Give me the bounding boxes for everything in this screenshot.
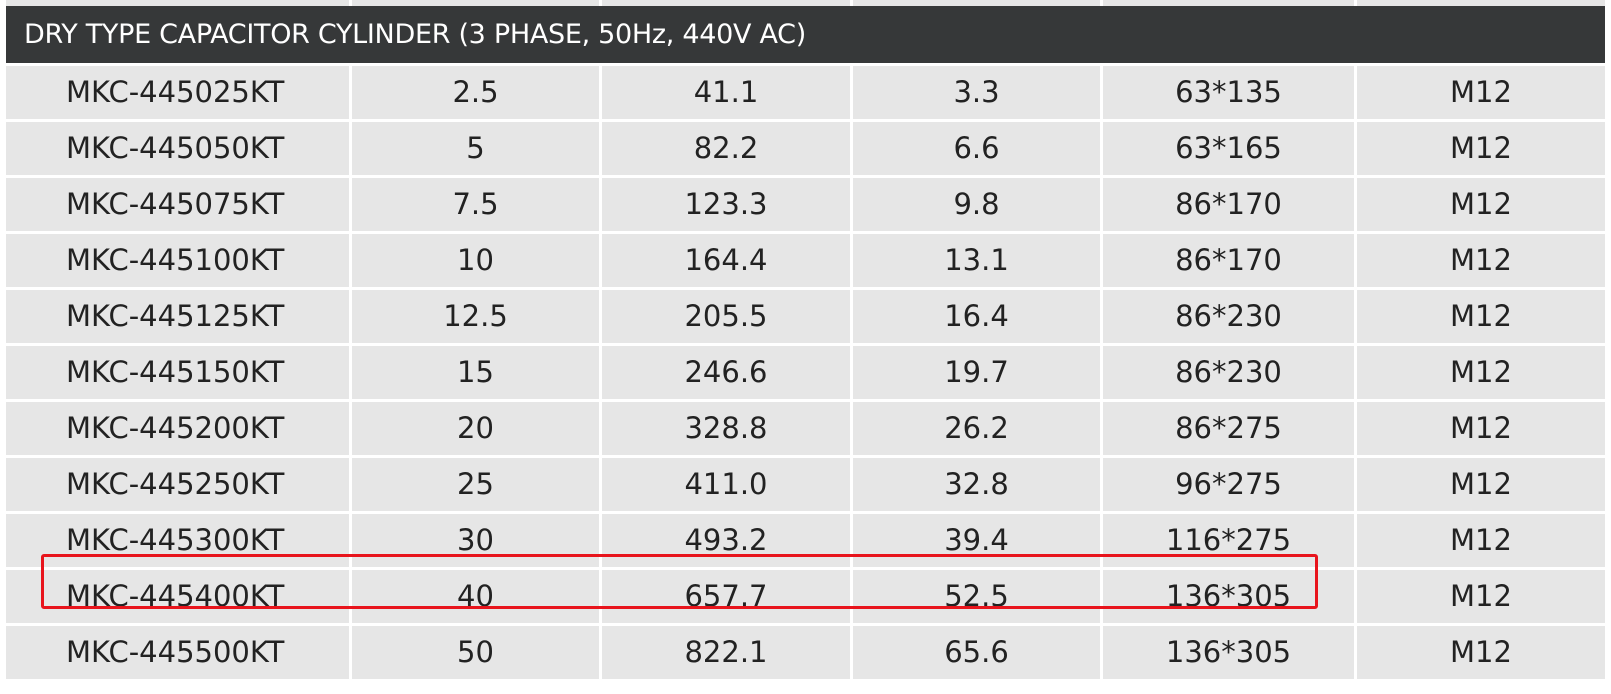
value-cell: 657.7 — [602, 570, 850, 623]
table-row: MKC-445150KT 15 246.6 19.7 86*230 M12 — [6, 346, 1605, 399]
value-cell: 20 — [352, 402, 599, 455]
value-cell: 123.3 — [602, 178, 850, 231]
value-cell: 2.5 — [352, 66, 599, 119]
value-cell: 136*305 — [1103, 570, 1354, 623]
strip-cell — [602, 0, 850, 6]
model-cell: MKC-445100KT — [6, 234, 349, 287]
capacitor-table: DRY TYPE CAPACITOR CYLINDER (3 PHASE, 50… — [6, 0, 1605, 682]
value-cell: 50 — [352, 626, 599, 679]
value-cell: 86*170 — [1103, 178, 1354, 231]
strip-cell — [1357, 0, 1605, 6]
value-cell: 9.8 — [853, 178, 1100, 231]
value-cell: 86*230 — [1103, 290, 1354, 343]
value-cell: 82.2 — [602, 122, 850, 175]
value-cell: 86*170 — [1103, 234, 1354, 287]
value-cell: M12 — [1357, 346, 1605, 399]
table-row: MKC-445025KT 2.5 41.1 3.3 63*135 M12 — [6, 66, 1605, 119]
value-cell: 19.7 — [853, 346, 1100, 399]
value-cell: 7.5 — [352, 178, 599, 231]
value-cell: 164.4 — [602, 234, 850, 287]
strip-cell — [1103, 0, 1354, 6]
previous-row-strip — [6, 0, 1605, 6]
value-cell: 86*275 — [1103, 402, 1354, 455]
value-cell: 205.5 — [602, 290, 850, 343]
value-cell: 63*165 — [1103, 122, 1354, 175]
model-cell: MKC-445150KT — [6, 346, 349, 399]
value-cell: 30 — [352, 514, 599, 567]
value-cell: 3.3 — [853, 66, 1100, 119]
value-cell: M12 — [1357, 458, 1605, 511]
model-cell: MKC-445050KT — [6, 122, 349, 175]
value-cell: 16.4 — [853, 290, 1100, 343]
strip-cell — [853, 0, 1100, 6]
value-cell: 15 — [352, 346, 599, 399]
table-row: MKC-445300KT 30 493.2 39.4 116*275 M12 — [6, 514, 1605, 567]
value-cell: M12 — [1357, 626, 1605, 679]
value-cell: 25 — [352, 458, 599, 511]
table-row: MKC-445200KT 20 328.8 26.2 86*275 M12 — [6, 402, 1605, 455]
value-cell: M12 — [1357, 234, 1605, 287]
value-cell: 5 — [352, 122, 599, 175]
model-cell: MKC-445075KT — [6, 178, 349, 231]
value-cell: 12.5 — [352, 290, 599, 343]
value-cell: 493.2 — [602, 514, 850, 567]
value-cell: M12 — [1357, 178, 1605, 231]
value-cell: 6.6 — [853, 122, 1100, 175]
value-cell: M12 — [1357, 66, 1605, 119]
table-row: MKC-445500KT 50 822.1 65.6 136*305 M12 — [6, 626, 1605, 679]
model-cell: MKC-445500KT — [6, 626, 349, 679]
table-row: MKC-445100KT 10 164.4 13.1 86*170 M12 — [6, 234, 1605, 287]
strip-cell — [352, 0, 599, 6]
value-cell: 13.1 — [853, 234, 1100, 287]
value-cell: 86*230 — [1103, 346, 1354, 399]
value-cell: 26.2 — [853, 402, 1100, 455]
model-cell: MKC-445250KT — [6, 458, 349, 511]
value-cell: 328.8 — [602, 402, 850, 455]
value-cell: 136*305 — [1103, 626, 1354, 679]
table-body: MKC-445025KT 2.5 41.1 3.3 63*135 M12 MKC-44505… — [6, 66, 1605, 679]
value-cell: 10 — [352, 234, 599, 287]
table-row: MKC-445400KT 40 657.7 52.5 136*305 M12 — [6, 570, 1605, 623]
value-cell: 246.6 — [602, 346, 850, 399]
model-cell: MKC-445125KT — [6, 290, 349, 343]
value-cell: 65.6 — [853, 626, 1100, 679]
model-cell: MKC-445025KT — [6, 66, 349, 119]
value-cell: M12 — [1357, 570, 1605, 623]
value-cell: 40 — [352, 570, 599, 623]
value-cell: M12 — [1357, 290, 1605, 343]
value-cell: M12 — [1357, 514, 1605, 567]
table-row: MKC-445075KT 7.5 123.3 9.8 86*170 M12 — [6, 178, 1605, 231]
value-cell: 822.1 — [602, 626, 850, 679]
strip-cell — [6, 0, 349, 6]
table-row: MKC-445125KT 12.5 205.5 16.4 86*230 M12 — [6, 290, 1605, 343]
value-cell: 41.1 — [602, 66, 850, 119]
value-cell: M12 — [1357, 122, 1605, 175]
value-cell: 63*135 — [1103, 66, 1354, 119]
value-cell: 116*275 — [1103, 514, 1354, 567]
value-cell: 32.8 — [853, 458, 1100, 511]
value-cell: 411.0 — [602, 458, 850, 511]
table-row: MKC-445250KT 25 411.0 32.8 96*275 M12 — [6, 458, 1605, 511]
model-cell: MKC-445400KT — [6, 570, 349, 623]
value-cell: 96*275 — [1103, 458, 1354, 511]
value-cell: M12 — [1357, 402, 1605, 455]
model-cell: MKC-445300KT — [6, 514, 349, 567]
model-cell: MKC-445200KT — [6, 402, 349, 455]
table-section-title: DRY TYPE CAPACITOR CYLINDER (3 PHASE, 50… — [6, 6, 1605, 63]
table-row: MKC-445050KT 5 82.2 6.6 63*165 M12 — [6, 122, 1605, 175]
value-cell: 39.4 — [853, 514, 1100, 567]
value-cell: 52.5 — [853, 570, 1100, 623]
